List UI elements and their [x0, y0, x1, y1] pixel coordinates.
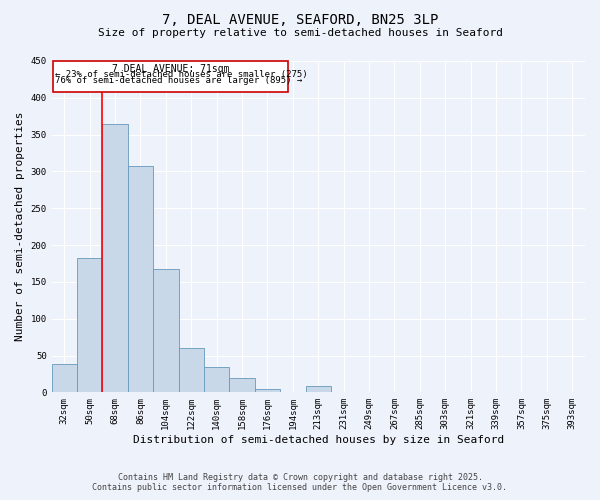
Bar [153, 268, 179, 392]
Text: Contains HM Land Registry data © Crown copyright and database right 2025.
Contai: Contains HM Land Registry data © Crown c… [92, 473, 508, 492]
Text: ← 23% of semi-detached houses are smaller (275): ← 23% of semi-detached houses are smalle… [55, 70, 308, 79]
Bar [305, 386, 331, 392]
Y-axis label: Number of semi-detached properties: Number of semi-detached properties [15, 112, 25, 342]
Text: Size of property relative to semi-detached houses in Seaford: Size of property relative to semi-detach… [97, 28, 503, 38]
Text: 7 DEAL AVENUE: 71sqm: 7 DEAL AVENUE: 71sqm [112, 64, 229, 74]
Bar [103, 124, 128, 392]
Bar [128, 166, 153, 392]
Bar [229, 378, 255, 392]
Bar [255, 388, 280, 392]
Bar [204, 368, 229, 392]
X-axis label: Distribution of semi-detached houses by size in Seaford: Distribution of semi-detached houses by … [133, 435, 504, 445]
Bar [77, 258, 103, 392]
FancyBboxPatch shape [53, 61, 288, 92]
Text: 76% of semi-detached houses are larger (895) →: 76% of semi-detached houses are larger (… [55, 76, 302, 86]
Bar [52, 364, 77, 392]
Text: 7, DEAL AVENUE, SEAFORD, BN25 3LP: 7, DEAL AVENUE, SEAFORD, BN25 3LP [162, 12, 438, 26]
Bar [179, 348, 204, 393]
